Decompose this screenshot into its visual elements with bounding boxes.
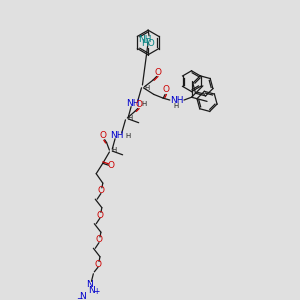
Text: O: O	[98, 186, 104, 195]
Text: O: O	[108, 161, 115, 170]
Text: O: O	[97, 211, 104, 220]
Text: H: H	[126, 133, 131, 139]
Text: N: N	[80, 292, 86, 300]
Text: H: H	[174, 103, 179, 109]
Text: +: +	[93, 287, 99, 296]
Text: H: H	[145, 85, 150, 91]
Text: NH: NH	[126, 99, 140, 108]
Text: O: O	[163, 85, 170, 94]
Text: −: −	[76, 294, 83, 300]
Text: N: N	[86, 280, 93, 289]
Text: NH: NH	[139, 35, 152, 44]
Text: NH: NH	[110, 131, 124, 140]
Text: O: O	[135, 100, 142, 109]
Text: H: H	[128, 115, 133, 121]
Text: HO: HO	[141, 39, 155, 48]
Text: NH: NH	[170, 96, 183, 105]
Text: O: O	[94, 260, 102, 269]
Text: O: O	[99, 131, 106, 140]
Text: N: N	[88, 286, 95, 295]
Text: O: O	[95, 235, 103, 244]
Text: O: O	[154, 68, 161, 77]
Text: H: H	[142, 101, 147, 107]
Text: H: H	[112, 147, 117, 153]
